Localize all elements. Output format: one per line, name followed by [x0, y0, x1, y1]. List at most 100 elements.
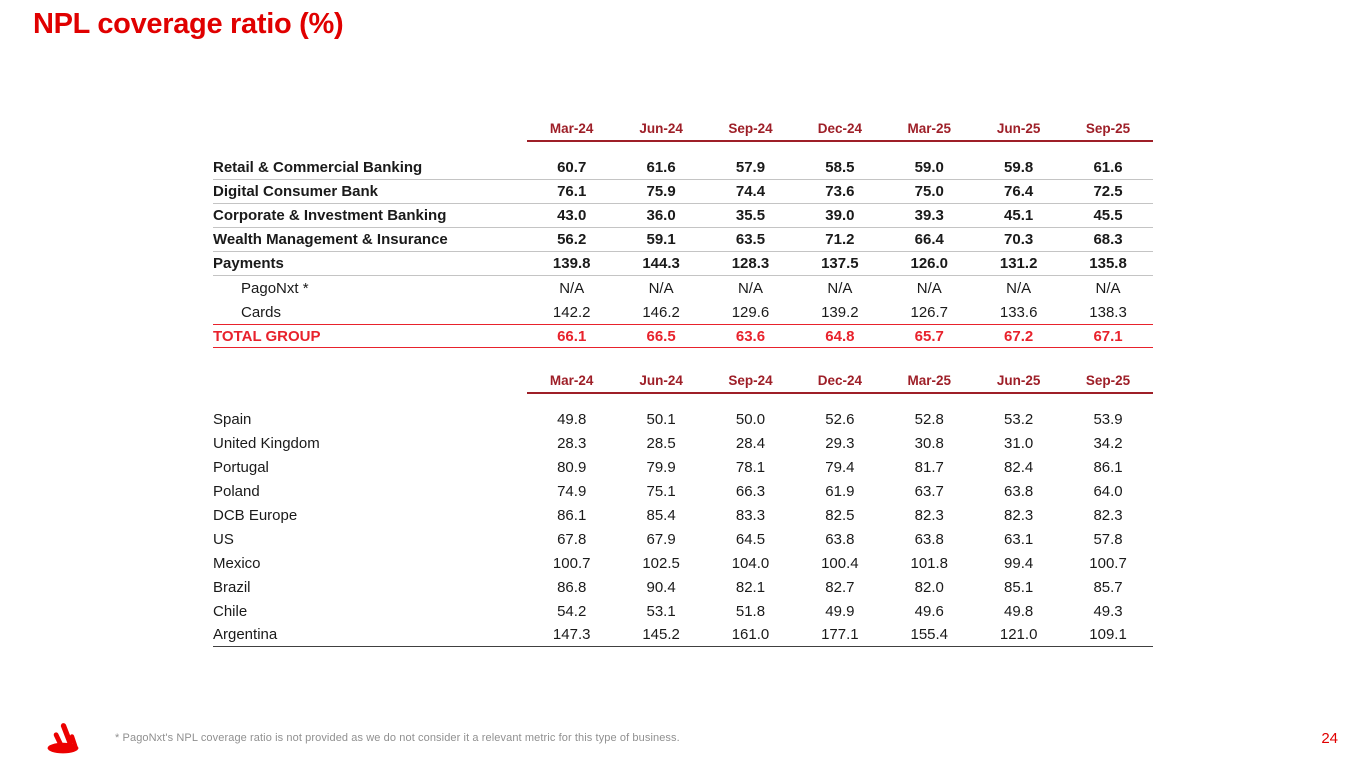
value-cell: 59.1 — [646, 231, 676, 248]
value-cell: N/A — [559, 279, 585, 297]
value-cell: 52.6 — [825, 410, 855, 428]
value-cell: N/A — [1006, 279, 1032, 297]
column-header-mar-24: Mar-24 — [549, 373, 594, 388]
table-row: Corporate & Investment Banking 43.0 36.0 35… — [213, 204, 1153, 228]
value-cell: 99.4 — [1004, 554, 1034, 572]
value-cell: 82.3 — [1093, 506, 1123, 524]
value-cell: 85.1 — [1004, 578, 1034, 596]
column-header-jun-25: Jun-25 — [996, 121, 1041, 136]
row-label: Cards — [241, 303, 282, 321]
value-cell: 63.8 — [914, 530, 944, 548]
value-cell: 81.7 — [914, 458, 944, 476]
value-cell: 100.4 — [821, 554, 859, 572]
value-cell: 133.6 — [999, 303, 1038, 321]
value-cell: 43.0 — [557, 207, 587, 224]
value-cell: N/A — [737, 279, 763, 297]
value-cell: 63.1 — [1004, 530, 1034, 548]
value-cell: 45.5 — [1093, 207, 1123, 224]
value-cell: 128.3 — [731, 255, 770, 272]
value-cell: 126.7 — [910, 303, 949, 321]
value-cell: 129.6 — [731, 303, 770, 321]
row-label: Poland — [213, 482, 260, 500]
value-cell: 64.0 — [1093, 482, 1123, 500]
value-cell: 51.8 — [735, 602, 766, 620]
row-label: US — [213, 530, 234, 548]
value-cell: 102.5 — [642, 554, 680, 572]
table-row: United Kingdom 28.3 28.5 28.4 29.3 30.8 31.0 34… — [213, 431, 1153, 455]
table-row: Cards 142.2 146.2 129.6 139.2 126.7 133.6 138.3 — [213, 300, 1153, 324]
value-cell: N/A — [916, 279, 942, 297]
value-cell: 58.5 — [825, 159, 855, 176]
value-cell: 52.8 — [914, 410, 944, 428]
value-cell: 50.0 — [735, 410, 766, 428]
value-cell: 126.0 — [910, 255, 949, 272]
value-cell: 82.3 — [914, 506, 944, 524]
value-cell: 139.8 — [552, 255, 591, 272]
value-cell: 74.4 — [735, 183, 766, 200]
value-cell: 50.1 — [646, 410, 676, 428]
value-cell: 109.1 — [1089, 626, 1127, 643]
row-label: Payments — [213, 255, 284, 272]
value-cell: 68.3 — [1093, 231, 1123, 248]
column-header-sep-24: Sep-24 — [728, 373, 773, 388]
row-label: Chile — [213, 602, 248, 620]
row-label: Spain — [213, 410, 252, 428]
value-cell: 82.0 — [914, 578, 944, 596]
value-cell: 59.8 — [1004, 159, 1034, 176]
column-header-dec-24: Dec-24 — [817, 373, 862, 388]
value-cell: 31.0 — [1004, 434, 1034, 452]
table-row: US 67.8 67.9 64.5 63.8 63.8 63.1 57.8 — [213, 527, 1153, 551]
value-cell: 76.1 — [557, 183, 587, 200]
value-cell: 70.3 — [1004, 231, 1034, 248]
table-row: Retail & Commercial Banking 60.7 61.6 57.9 5… — [213, 156, 1153, 180]
value-cell: 49.8 — [1004, 602, 1034, 620]
value-cell: 139.2 — [821, 303, 859, 321]
value-cell: N/A — [1095, 279, 1121, 297]
value-cell: 79.9 — [646, 458, 676, 476]
value-cell: 82.7 — [825, 578, 855, 596]
table-row: DCB Europe 86.1 85.4 83.3 82.5 82.3 82.3 82.3 — [213, 503, 1153, 527]
value-cell: 53.2 — [1004, 410, 1034, 428]
value-cell: 60.7 — [557, 159, 587, 176]
value-cell: 66.1 — [557, 327, 587, 345]
value-cell: 63.5 — [735, 231, 766, 248]
value-cell: 73.6 — [825, 183, 855, 200]
table-row: Mexico 100.7 102.5 104.0 100.4 101.8 99.4 100.7 — [213, 551, 1153, 575]
value-cell: 28.4 — [735, 434, 766, 452]
segments-table-header: Mar-24 Jun-24 Sep-24 Dec-24 Mar-25 Jun-25 Sep-… — [213, 112, 1153, 142]
table-row: Payments 139.8 144.3 128.3 137.5 126.0 131.2 13… — [213, 252, 1153, 276]
value-cell: 85.4 — [646, 506, 676, 524]
table-row: Wealth Management & Insurance 56.2 59.1 63.… — [213, 228, 1153, 252]
row-label: DCB Europe — [213, 506, 298, 524]
value-cell: 53.9 — [1093, 410, 1123, 428]
value-cell: 85.7 — [1093, 578, 1123, 596]
row-label: United Kingdom — [213, 434, 320, 452]
value-cell: 54.2 — [557, 602, 587, 620]
value-cell: 39.3 — [914, 207, 944, 224]
page-title: NPL coverage ratio (%) — [33, 8, 344, 40]
value-cell: 135.8 — [1089, 255, 1127, 272]
value-cell: 61.9 — [825, 482, 855, 500]
value-cell: 36.0 — [646, 207, 676, 224]
santander-flame-icon — [47, 723, 79, 754]
value-cell: 80.9 — [557, 458, 587, 476]
value-cell: 63.7 — [914, 482, 944, 500]
value-cell: 35.5 — [735, 207, 766, 224]
page-number: 24 — [1321, 730, 1338, 747]
value-cell: 67.2 — [1004, 327, 1034, 345]
value-cell: 63.6 — [735, 327, 766, 345]
table-row: Brazil 86.8 90.4 82.1 82.7 82.0 85.1 85.7 — [213, 575, 1153, 599]
value-cell: 82.3 — [1004, 506, 1034, 524]
value-cell: 39.0 — [825, 207, 855, 224]
value-cell: 61.6 — [646, 159, 676, 176]
segments-table: Mar-24 Jun-24 Sep-24 Dec-24 Mar-25 Jun-25 Sep-… — [213, 112, 1153, 348]
value-cell: 104.0 — [731, 554, 770, 572]
row-label: Wealth Management & Insurance — [213, 231, 448, 248]
column-header-dec-24: Dec-24 — [817, 121, 862, 136]
value-cell: 161.0 — [731, 626, 770, 643]
value-cell: 82.4 — [1004, 458, 1034, 476]
value-cell: 53.1 — [646, 602, 676, 620]
value-cell: 86.1 — [557, 506, 587, 524]
value-cell: 34.2 — [1093, 434, 1123, 452]
value-cell: 131.2 — [999, 255, 1038, 272]
